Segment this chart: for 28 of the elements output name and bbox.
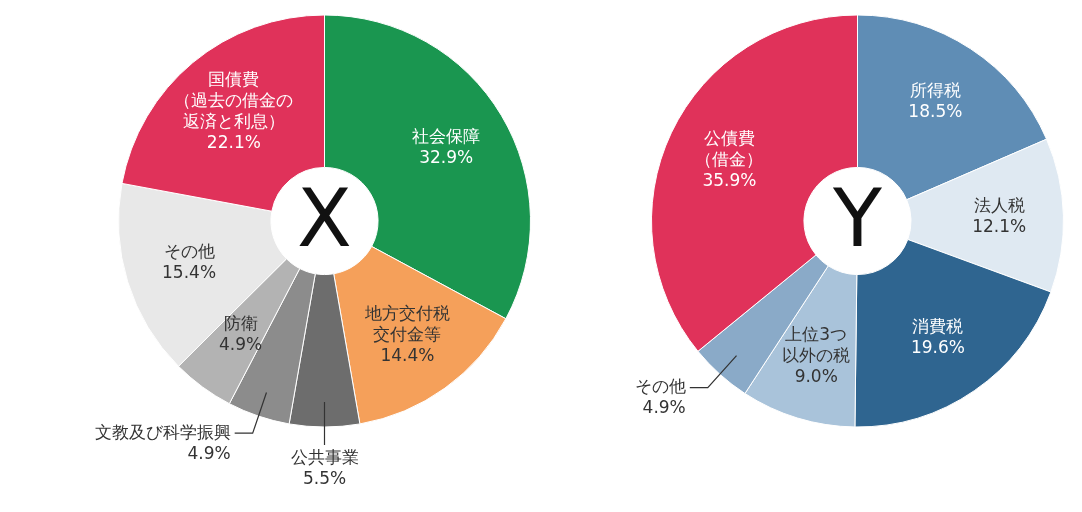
slice-label: 上位3つ以外の税 [782, 324, 851, 366]
slice-label: 消費税 [912, 315, 964, 336]
data-label: 32.9% [419, 147, 474, 168]
slice-label: 地方交付税交付金等 [363, 303, 450, 345]
slice-label: 防衛 [223, 313, 258, 334]
slice-label: 文教及び科学振興 [94, 421, 231, 442]
slice-label: 法人税 [973, 194, 1025, 215]
text: Y [832, 171, 884, 265]
text: X [297, 171, 352, 265]
slice-label: 国債費（過去の借金の返済と利息） [174, 68, 294, 131]
slice-label: 公共事業 [290, 447, 359, 468]
data-label: 22.1% [206, 131, 261, 152]
slice-label: 社会保障 [412, 126, 481, 147]
data-label: 4.9% [187, 442, 231, 463]
data-label: 4.9% [218, 334, 263, 355]
slice-label: 所得税 [909, 80, 961, 101]
data-label: 5.5% [302, 468, 347, 489]
slice-label: 公債費（借金） [695, 127, 764, 169]
slice-label: その他 [634, 376, 686, 397]
data-label: 12.1% [972, 215, 1027, 236]
data-label: 9.0% [794, 366, 838, 387]
data-label: 4.9% [642, 397, 686, 418]
data-label: 35.9% [702, 169, 757, 190]
data-label: 19.6% [910, 336, 965, 357]
data-label: 14.4% [380, 345, 435, 366]
data-label: 15.4% [162, 261, 217, 282]
slice-label: その他 [163, 240, 215, 261]
data-label: 18.5% [908, 101, 963, 122]
